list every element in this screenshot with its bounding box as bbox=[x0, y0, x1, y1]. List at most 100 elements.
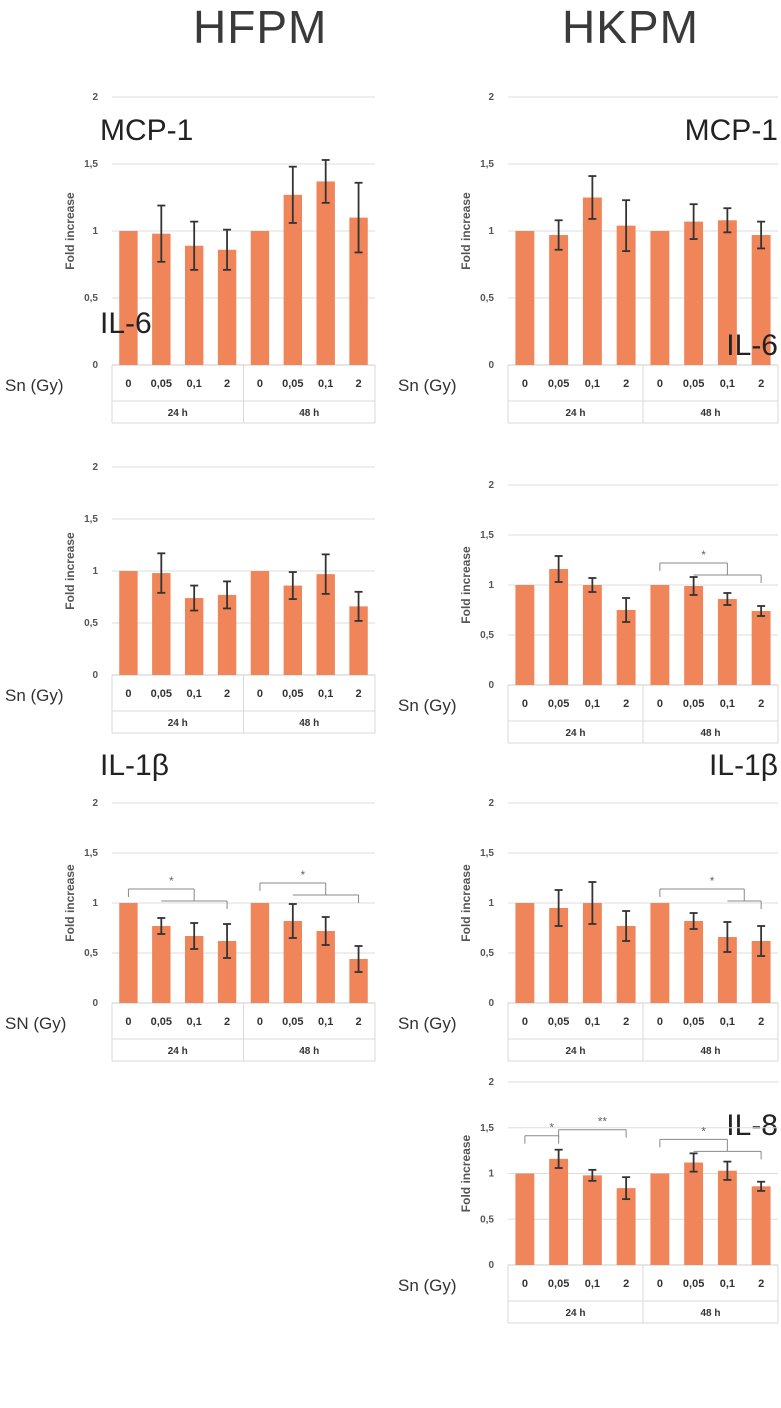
bar bbox=[152, 573, 171, 675]
y-tick-label: 1,5 bbox=[480, 1123, 494, 1134]
y-tick-label: 1 bbox=[488, 1169, 494, 1180]
y-tick-label: 0,5 bbox=[480, 1214, 494, 1225]
group-label: 24 h bbox=[565, 408, 585, 419]
x-tick-label: 0,05 bbox=[683, 1278, 704, 1290]
y-tick-label: 1,5 bbox=[84, 514, 98, 525]
bar bbox=[751, 941, 771, 1003]
x-tick-label: 0,05 bbox=[151, 378, 172, 390]
bar bbox=[684, 586, 704, 685]
y-tick-label: 1,5 bbox=[84, 159, 98, 170]
x-tick-label: 0,1 bbox=[720, 1278, 735, 1290]
x-tick-label: 0,05 bbox=[282, 1016, 303, 1028]
y-tick-label: 1 bbox=[488, 898, 494, 909]
x-tick-label: 0 bbox=[522, 1016, 528, 1028]
x-tick-label: 2 bbox=[224, 378, 230, 390]
group-label: 48 h bbox=[700, 728, 720, 739]
bar bbox=[751, 1186, 771, 1265]
y-tick-label: 0 bbox=[92, 670, 98, 681]
y-axis-label: Fold increase bbox=[63, 864, 77, 942]
bar bbox=[751, 235, 771, 365]
significance-label: ** bbox=[598, 1115, 608, 1129]
x-tick-label: 0,05 bbox=[282, 378, 303, 390]
x-tick-label: 0,1 bbox=[720, 378, 735, 390]
significance-label: * bbox=[710, 874, 715, 888]
y-tick-label: 2 bbox=[488, 1077, 494, 1088]
y-tick-label: 0 bbox=[488, 1260, 494, 1271]
group-label: 24 h bbox=[565, 728, 585, 739]
x-tick-label: 2 bbox=[758, 698, 764, 710]
x-tick-label: 0,1 bbox=[720, 1016, 735, 1028]
bar bbox=[152, 233, 171, 365]
x-tick-label: 0 bbox=[125, 688, 131, 700]
group-label: 48 h bbox=[700, 408, 720, 419]
significance-label: * bbox=[300, 868, 305, 882]
bar bbox=[283, 585, 303, 675]
x-tick-label: 0,05 bbox=[282, 688, 303, 700]
bar bbox=[515, 903, 535, 1003]
bar bbox=[616, 610, 636, 685]
y-tick-label: 0 bbox=[92, 998, 98, 1009]
bar bbox=[582, 903, 602, 1003]
x-tick-label: 0 bbox=[257, 378, 263, 390]
bar bbox=[316, 931, 335, 1003]
significance-label: * bbox=[701, 548, 706, 562]
x-tick-label: 2 bbox=[758, 1278, 764, 1290]
y-tick-label: 2 bbox=[92, 798, 98, 809]
x-prefix-label: Sn (Gy) bbox=[398, 1276, 457, 1295]
column-title-hkpm: HKPM bbox=[562, 1, 699, 53]
bar bbox=[217, 249, 237, 365]
bar bbox=[217, 594, 237, 675]
bar bbox=[349, 606, 368, 675]
bar bbox=[515, 585, 535, 685]
y-tick-label: 2 bbox=[488, 92, 494, 103]
bar bbox=[717, 1170, 737, 1265]
x-tick-label: 0 bbox=[522, 378, 528, 390]
x-tick-label: 2 bbox=[356, 378, 362, 390]
group-label: 48 h bbox=[299, 408, 319, 419]
x-tick-label: 0 bbox=[257, 1016, 263, 1028]
y-tick-label: 0,5 bbox=[84, 293, 98, 304]
x-prefix-label: Sn (Gy) bbox=[5, 686, 64, 705]
y-tick-label: 0 bbox=[488, 360, 494, 371]
bar bbox=[184, 936, 204, 1003]
bar bbox=[515, 231, 535, 365]
y-tick-label: 1 bbox=[92, 898, 98, 909]
y-tick-label: 1 bbox=[488, 580, 494, 591]
x-tick-label: 0 bbox=[657, 1278, 663, 1290]
bar bbox=[616, 225, 636, 365]
group-label: 24 h bbox=[565, 1308, 585, 1319]
chart-hfpm-il1: IL-1β 0 0,5 1 1,5 2 Fold increase SN (Gy) 0 0,05 0… bbox=[5, 749, 376, 1062]
x-tick-label: 2 bbox=[758, 1016, 764, 1028]
bar bbox=[250, 903, 270, 1003]
y-tick-label: 2 bbox=[488, 480, 494, 491]
bar bbox=[549, 569, 569, 685]
x-tick-label: 2 bbox=[623, 1016, 629, 1028]
chart-title: IL-1β bbox=[709, 749, 778, 782]
bar bbox=[549, 908, 569, 1003]
x-tick-label: 0,05 bbox=[548, 1016, 569, 1028]
group-label: 24 h bbox=[168, 408, 188, 419]
bar bbox=[582, 197, 602, 365]
bar bbox=[650, 585, 670, 685]
chart-hfpm-mcp1: MCP-1 0 0,5 1 1,5 2 Fold increase Sn (Gy) 0 0,05 0… bbox=[5, 92, 376, 424]
group-label: 48 h bbox=[299, 1046, 319, 1057]
x-tick-label: 0,1 bbox=[187, 1016, 202, 1028]
x-tick-label: 0,05 bbox=[683, 378, 704, 390]
y-tick-label: 0,5 bbox=[84, 618, 98, 629]
bar bbox=[349, 217, 368, 365]
bar bbox=[582, 585, 602, 685]
bar bbox=[515, 1173, 535, 1265]
bar bbox=[119, 571, 138, 675]
x-prefix-label: Sn (Gy) bbox=[5, 376, 64, 395]
x-prefix-label: Sn (Gy) bbox=[398, 376, 457, 395]
bar bbox=[684, 921, 704, 1003]
bar bbox=[250, 571, 270, 675]
bar bbox=[684, 221, 704, 365]
bar bbox=[751, 611, 771, 685]
y-tick-label: 1 bbox=[488, 226, 494, 237]
significance-label: * bbox=[169, 874, 174, 888]
x-tick-label: 0,1 bbox=[720, 698, 735, 710]
y-tick-label: 0,5 bbox=[84, 948, 98, 959]
x-tick-label: 0,1 bbox=[187, 688, 202, 700]
